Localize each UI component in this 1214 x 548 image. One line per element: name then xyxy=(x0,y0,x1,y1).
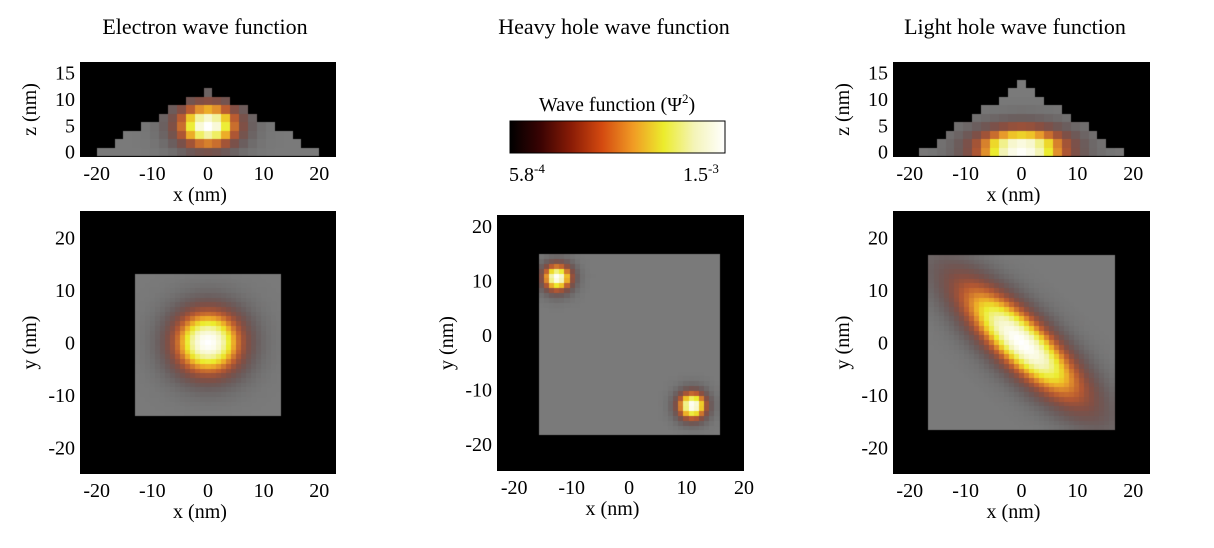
light-hole-side-xtick-label: -20 xyxy=(896,163,923,185)
light-hole-top-ytick-label: -10 xyxy=(861,385,888,407)
electron-top-ytick-label: -20 xyxy=(48,438,75,460)
light-hole-side-ytick-label: 0 xyxy=(878,142,888,164)
electron-top-xlabel: x (nm) xyxy=(173,501,227,523)
colorbar-gradient xyxy=(509,120,726,154)
light-hole-side-xlabel: x (nm) xyxy=(987,184,1041,206)
heavy-hole-top-ytick-label: -10 xyxy=(465,379,492,401)
electron-side-xtick-label: 10 xyxy=(254,163,274,185)
light-hole-side-ylabel: z (nm) xyxy=(832,83,854,136)
electron-top-xtick-label: 10 xyxy=(254,480,274,502)
electron-top-ytick-label: 0 xyxy=(65,333,75,355)
heavy-hole-title: Heavy hole wave function xyxy=(498,14,730,39)
colorbar-min-label: 5.8-4 xyxy=(509,161,545,186)
light-hole-title: Light hole wave function xyxy=(904,14,1126,39)
electron-side-xtick-label: 0 xyxy=(203,163,213,185)
electron-top-heatmap xyxy=(80,211,336,474)
heavy-hole-top-xlabel: x (nm) xyxy=(586,498,640,520)
heavy-hole-top-ytick-label: 0 xyxy=(482,325,492,347)
light-hole-side-xtick-label: 0 xyxy=(1017,163,1027,185)
heavy-hole-top-xtick-label: 20 xyxy=(734,477,754,499)
electron-side-ytick-label: 5 xyxy=(65,115,75,137)
electron-side-ytick-label: 15 xyxy=(55,63,75,85)
electron-top-xtick-label: 0 xyxy=(203,480,213,502)
heavy-hole-top-plot: -20 -10 0 10 20 20 10 0 -10 -20 x (nm) y (nm) xyxy=(436,215,754,520)
colorbar-title: Wave function (Ψ2) xyxy=(539,91,695,116)
light-hole-side-ytick-label: 15 xyxy=(868,63,888,85)
light-hole-top-xtick-label: -10 xyxy=(952,480,979,502)
heavy-hole-top-ytick-label: 10 xyxy=(472,270,492,292)
light-hole-side-xtick-label: 10 xyxy=(1067,163,1087,185)
light-hole-side-xtick-label: 20 xyxy=(1123,163,1143,185)
light-hole-top-ytick-label: -20 xyxy=(861,438,888,460)
electron-top-ytick-label: 10 xyxy=(55,280,75,302)
heavy-hole-top-ytick-label: -20 xyxy=(465,434,492,456)
light-hole-top-heatmap xyxy=(893,211,1150,474)
light-hole-top-xtick-label: -20 xyxy=(896,480,923,502)
electron-top-ytick-label: 20 xyxy=(55,227,75,249)
heavy-hole-top-ylabel: y (nm) xyxy=(436,316,458,370)
heavy-hole-top-heatmap xyxy=(497,215,744,471)
light-hole-top-ylabel: y (nm) xyxy=(832,316,854,370)
light-hole-side-heatmap xyxy=(893,62,1150,157)
light-hole-top-xtick-label: 20 xyxy=(1123,480,1143,502)
light-hole-side-xtick-label: -10 xyxy=(952,163,979,185)
electron-top-ytick-label: -10 xyxy=(48,385,75,407)
electron-top-xtick-label: -10 xyxy=(139,480,166,502)
electron-title: Electron wave function xyxy=(102,14,307,39)
light-hole-top-xlabel: x (nm) xyxy=(987,501,1041,523)
electron-top-xtick-label: -20 xyxy=(83,480,110,502)
light-hole-top-ytick-label: 10 xyxy=(868,280,888,302)
electron-top-ylabel: y (nm) xyxy=(19,316,41,370)
light-hole-top-xtick-label: 10 xyxy=(1067,480,1087,502)
heavy-hole-top-xtick-label: -10 xyxy=(558,477,585,499)
electron-side-xtick-label: -10 xyxy=(139,163,166,185)
electron-side-xtick-label: -20 xyxy=(83,163,110,185)
light-hole-top-plot: -20 -10 0 10 20 20 10 0 -10 -20 x (nm) y (nm) xyxy=(832,211,1150,523)
colorbar: Wave function (Ψ2) 5.8-4 1.5-3 xyxy=(509,91,726,186)
light-hole-top-ytick-label: 20 xyxy=(868,227,888,249)
electron-side-xtick-label: 20 xyxy=(309,163,329,185)
electron-side-ylabel: z (nm) xyxy=(19,83,41,136)
light-hole-top-xtick-label: 0 xyxy=(1017,480,1027,502)
light-hole-side-ytick-label: 10 xyxy=(868,89,888,111)
electron-side-xlabel: x (nm) xyxy=(173,184,227,206)
electron-top-xtick-label: 20 xyxy=(309,480,329,502)
electron-side-ytick-label: 10 xyxy=(55,89,75,111)
electron-side-heatmap xyxy=(80,62,336,157)
colorbar-max-label: 1.5-3 xyxy=(683,161,719,186)
electron-top-plot: -20 -10 0 10 20 20 10 0 -10 -20 x (nm) y (nm) xyxy=(19,211,336,523)
heavy-hole-top-xtick-label: 0 xyxy=(624,477,634,499)
heavy-hole-top-xtick-label: 10 xyxy=(677,477,697,499)
light-hole-top-ytick-label: 0 xyxy=(878,333,888,355)
heavy-hole-top-xtick-label: -20 xyxy=(501,477,528,499)
electron-side-ytick-label: 0 xyxy=(65,142,75,164)
heavy-hole-top-ytick-label: 20 xyxy=(472,216,492,238)
light-hole-side-ytick-label: 5 xyxy=(878,115,888,137)
